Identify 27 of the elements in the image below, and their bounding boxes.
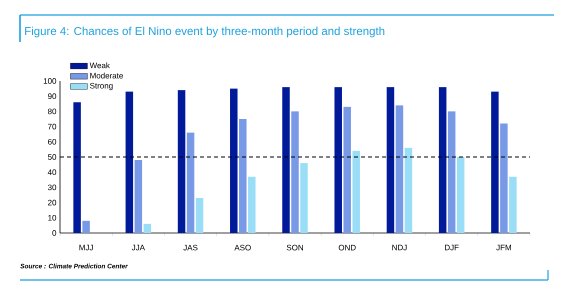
chart-title: Figure 4: Chances of El Nino event by three-month period and strength [25,26,384,38]
bar [82,220,90,233]
bar [134,160,142,233]
bar [352,150,360,233]
bar [282,87,290,233]
bar [248,176,256,233]
bar [73,102,81,233]
bar [230,88,238,233]
bar [396,105,404,233]
bar [491,92,499,233]
bar [334,87,342,233]
bar [448,111,456,233]
bar [126,92,134,233]
bar [456,157,464,233]
bar [239,118,247,233]
bar [343,106,351,233]
bar [438,87,446,233]
bar [144,224,152,233]
bar [500,124,508,233]
bar [186,132,194,233]
bar [386,87,394,233]
bar [300,163,308,233]
bar [196,198,204,233]
bar [178,90,186,233]
bar [291,111,299,233]
bar [509,176,517,233]
bar [404,148,412,233]
